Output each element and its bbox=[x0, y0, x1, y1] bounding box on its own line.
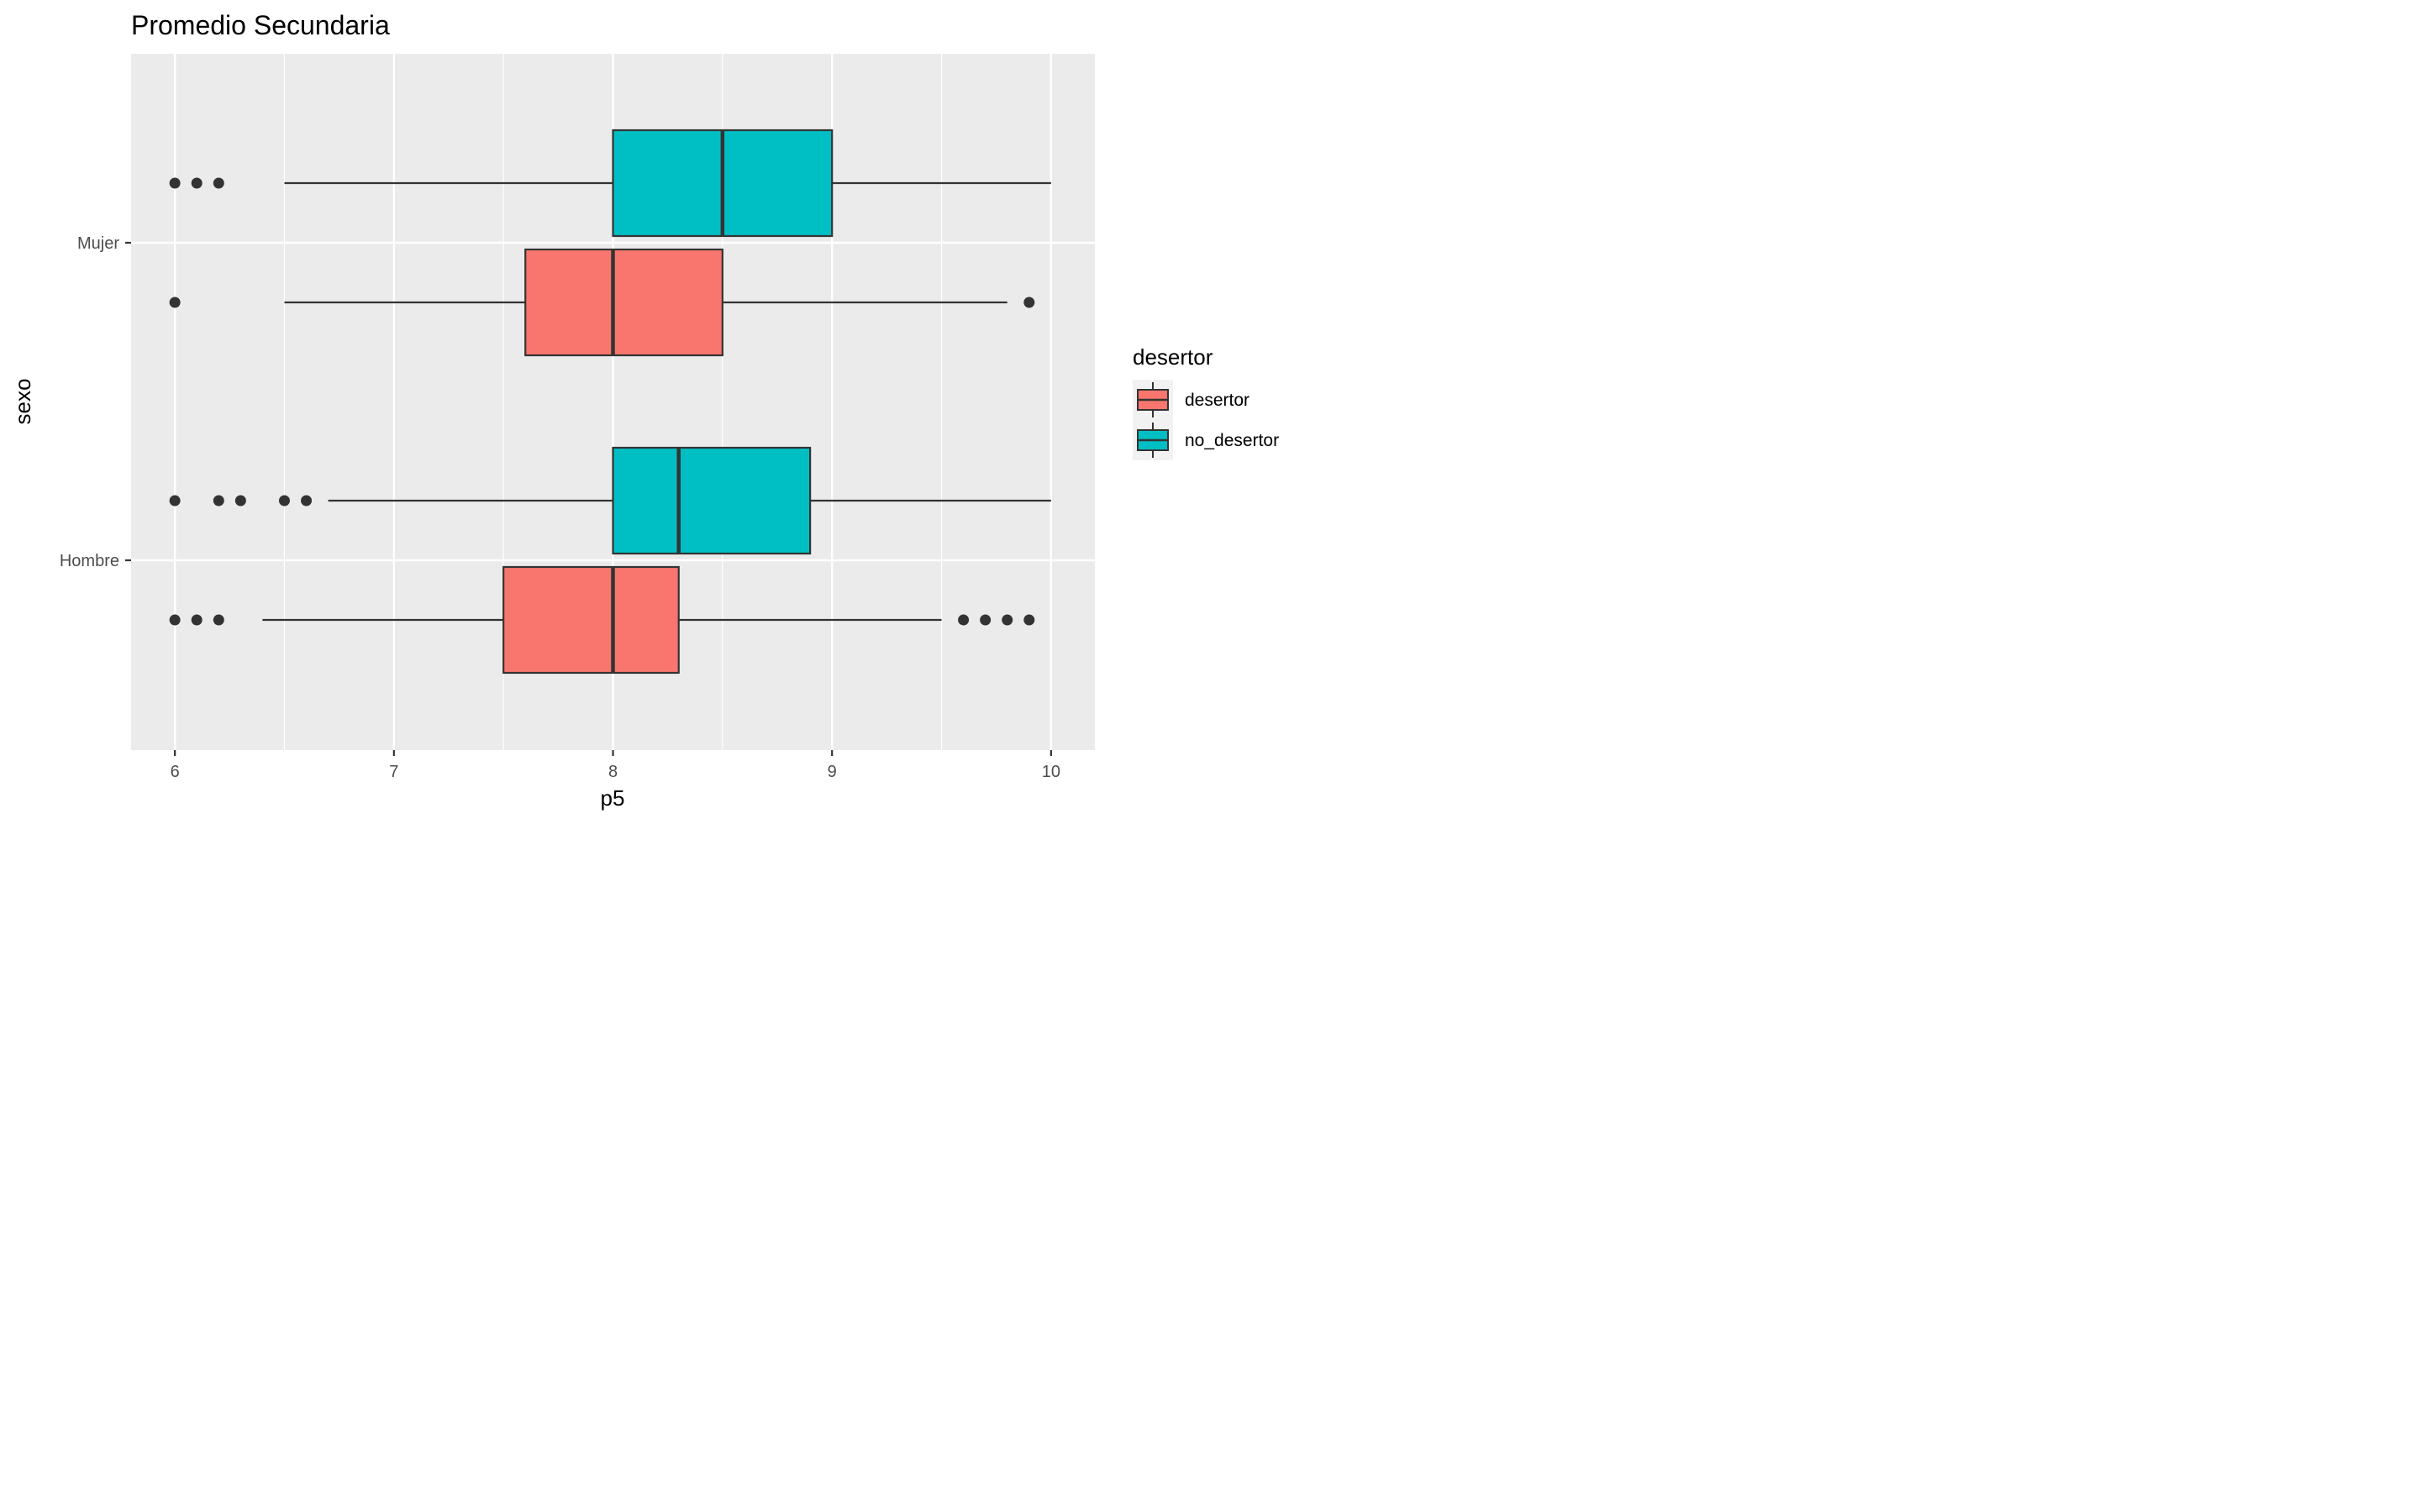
outlier-point bbox=[1002, 614, 1013, 626]
x-tick-label: 7 bbox=[389, 763, 398, 781]
y-axis: Hombre Mujer bbox=[60, 234, 131, 570]
legend-item-no_desertor: no_desertor bbox=[1133, 420, 1279, 460]
outlier-point bbox=[1023, 614, 1035, 626]
chart-title: Promedio Secundaria bbox=[131, 10, 390, 40]
outlier-point bbox=[234, 495, 246, 507]
box-iqr bbox=[612, 446, 812, 555]
box-desertor-hombre bbox=[169, 565, 1035, 675]
outlier-point bbox=[278, 495, 290, 507]
box-desertor-mujer bbox=[169, 248, 1035, 357]
boxes bbox=[169, 129, 1051, 675]
outlier-point bbox=[169, 614, 181, 626]
legend-label: desertor bbox=[1185, 391, 1249, 410]
outlier-point bbox=[213, 614, 224, 626]
outlier-point bbox=[1023, 297, 1035, 308]
y-axis-label: sexo bbox=[10, 379, 35, 425]
x-tick-label: 10 bbox=[1042, 763, 1060, 781]
outlier-point bbox=[191, 177, 203, 189]
y-tick-label: Hombre bbox=[60, 552, 119, 570]
legend-title: desertor bbox=[1133, 344, 1213, 370]
x-axis: 6 7 8 9 10 bbox=[171, 750, 1060, 781]
outlier-point bbox=[169, 177, 181, 189]
boxplot-chart: Promedio Secundaria 6 7 8 9 10 Hombre Mujer p… bbox=[10, 10, 1279, 811]
legend-label: no_desertor bbox=[1185, 431, 1279, 450]
legend: desertor desertor no_desertor bbox=[1133, 344, 1279, 460]
x-axis-label: p5 bbox=[601, 785, 625, 811]
outlier-point bbox=[191, 614, 203, 626]
outlier-point bbox=[213, 495, 224, 507]
y-tick-label: Mujer bbox=[77, 234, 119, 253]
outlier-point bbox=[980, 614, 992, 626]
outlier-point bbox=[301, 495, 313, 507]
box-iqr bbox=[524, 248, 723, 357]
box-no_desertor-mujer bbox=[169, 129, 1051, 238]
x-tick-label: 9 bbox=[828, 763, 837, 781]
x-tick-label: 8 bbox=[608, 763, 618, 781]
box-iqr bbox=[502, 565, 680, 675]
outlier-point bbox=[169, 297, 181, 308]
outlier-point bbox=[958, 614, 970, 626]
legend-item-desertor: desertor bbox=[1133, 380, 1249, 420]
outlier-point bbox=[213, 177, 224, 189]
outlier-point bbox=[169, 495, 181, 507]
x-tick-label: 6 bbox=[171, 763, 180, 781]
box-no_desertor-hombre bbox=[169, 446, 1051, 555]
